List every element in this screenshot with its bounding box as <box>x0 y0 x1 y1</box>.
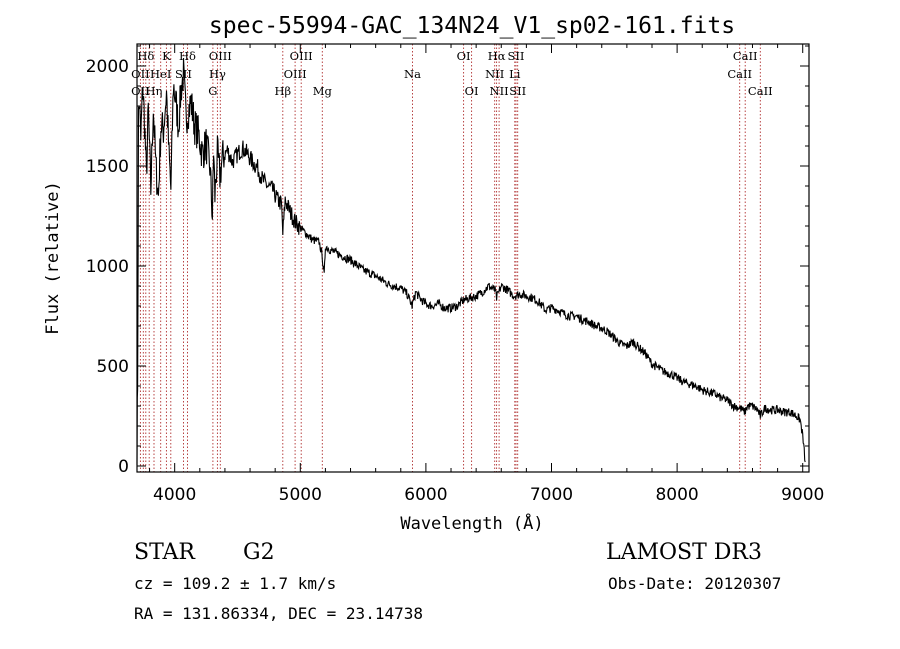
spectral-line-label: OI <box>457 49 471 63</box>
spectral-line-label: Hβ <box>274 84 291 98</box>
y-axis-label: Flux (relative) <box>43 181 63 335</box>
coordinates-text: RA = 131.86334, DEC = 23.14738 <box>134 604 423 623</box>
x-tick-label: 8000 <box>655 485 698 505</box>
spectral-line-label: G <box>208 84 217 98</box>
x-axis-label: Wavelength (Å) <box>400 512 543 534</box>
object-subclass: G2 <box>243 540 275 565</box>
spectral-line-label: Hη <box>146 84 163 98</box>
spectral-line-label: CaII <box>733 49 758 63</box>
y-tick-label: 500 <box>97 357 129 377</box>
y-tick-label: 0 <box>118 457 129 477</box>
spectral-line-label: Hγ <box>209 67 226 81</box>
redshift-text: cz = 109.2 ± 1.7 km/s <box>134 574 336 593</box>
y-tick-label: 1000 <box>86 257 129 277</box>
spectral-line-label: SII <box>509 84 526 98</box>
x-axis-ticks: 4000 5000 6000 7000 8000 9000 <box>149 44 824 505</box>
spectral-line-label: Hδ <box>137 49 154 63</box>
marker-lines <box>139 44 761 472</box>
obs-date-text: Obs-Date: 20120307 <box>608 574 781 593</box>
spectral-line-label: OII <box>131 67 150 81</box>
chart-title: spec-55994-GAC_134N24_V1_sp02-161.fits <box>209 13 735 39</box>
spectral-line-label: OII <box>131 84 150 98</box>
spectral-line-label: OIII <box>290 49 313 63</box>
y-axis-ticks: 0 500 1000 1500 2000 <box>86 45 809 477</box>
survey-name: LAMOST DR3 <box>606 540 762 565</box>
x-tick-label: 6000 <box>404 485 447 505</box>
x-tick-label: 5000 <box>279 485 322 505</box>
spectral-line-label: K <box>162 49 171 63</box>
spectral-line-label: Li <box>509 67 521 81</box>
spectral-line-label: Mg <box>313 84 333 98</box>
x-tick-label: 7000 <box>530 485 573 505</box>
x-tick-label: 9000 <box>781 485 824 505</box>
spectral-line-label: HeI <box>150 67 171 81</box>
spectral-line-label: OI <box>465 84 479 98</box>
object-class: STAR <box>134 540 196 565</box>
x-tick-label: 4000 <box>153 485 196 505</box>
y-tick-label: 2000 <box>86 57 129 77</box>
spectral-line-label: Hδ <box>179 49 196 63</box>
spectral-line-label: SII <box>508 49 525 63</box>
spectral-line-label: Hα <box>488 49 506 63</box>
spectral-line-label: CaII <box>748 84 773 98</box>
spectral-line-label: NII <box>490 84 509 98</box>
plot-frame <box>136 43 810 473</box>
y-tick-label: 1500 <box>86 157 129 177</box>
spectral-line-label: Na <box>404 67 421 81</box>
spectral-line-label: CaII <box>727 67 752 81</box>
spectral-line-label: OIII <box>209 49 232 63</box>
spectral-line-label: OIII <box>284 67 307 81</box>
flux-series-line <box>136 57 806 466</box>
spectral-line-label: NII <box>485 67 504 81</box>
